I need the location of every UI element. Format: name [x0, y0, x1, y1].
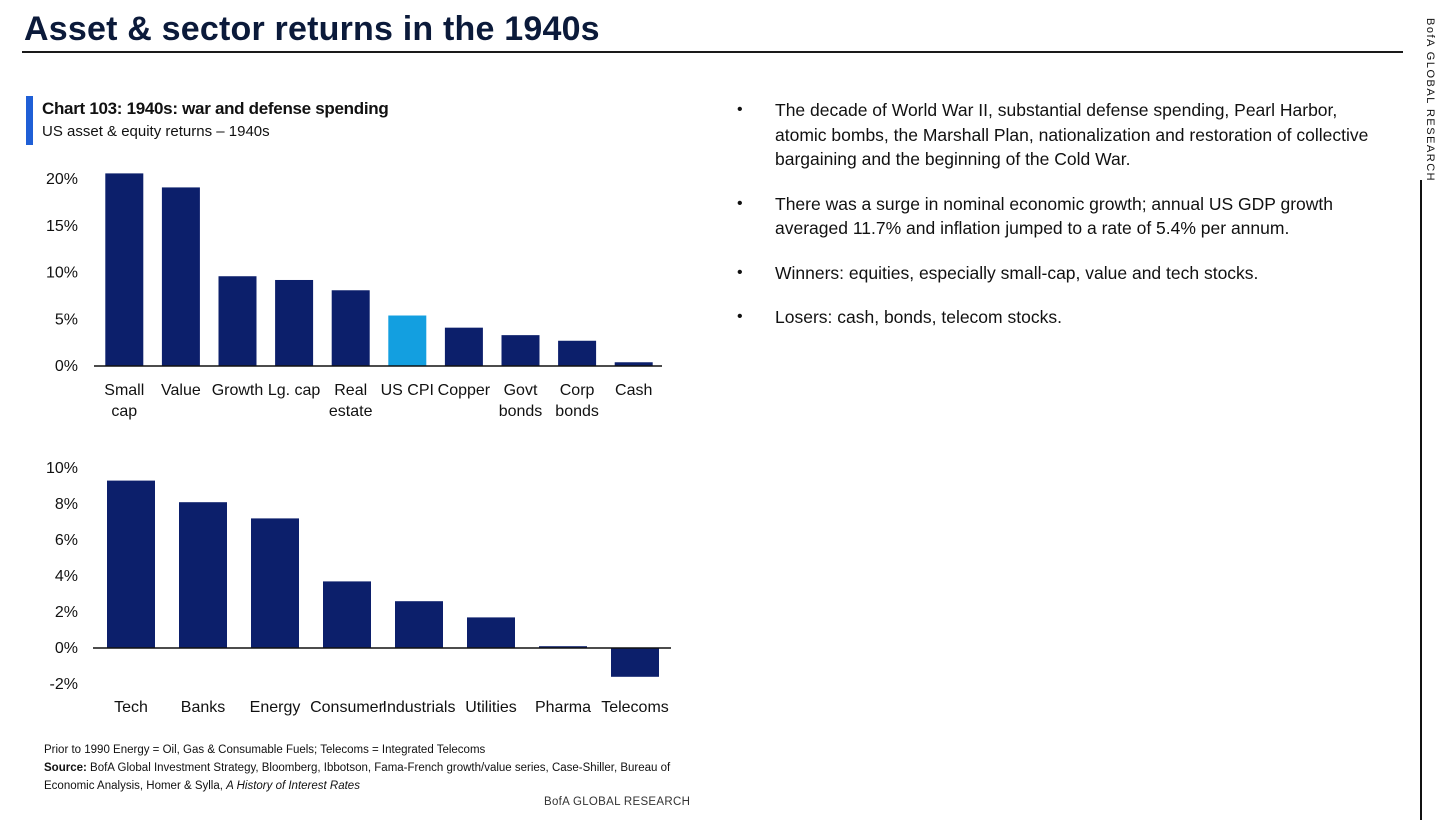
bullet-text: There was a surge in nominal economic gr… — [775, 193, 1334, 239]
bar — [539, 646, 587, 648]
chart-footer: Prior to 1990 Energy = Oil, Gas & Consum… — [44, 741, 684, 795]
x-category-label: Small cap — [104, 382, 144, 420]
bullet-text: Losers: cash, bonds, telecom stocks. — [775, 307, 1062, 327]
page-title: Asset & sector returns in the 1940s — [24, 10, 600, 48]
x-category-label: Tech — [114, 699, 148, 716]
x-category-label: Real estate — [329, 382, 373, 420]
y-tick-label: 2% — [55, 604, 78, 621]
source-italic: A History of Interest Rates — [226, 780, 360, 792]
y-tick-label: -2% — [50, 676, 78, 693]
x-category-line: Lg. cap — [268, 382, 321, 399]
bullet-dot: • — [737, 101, 743, 118]
x-category-label: Utilities — [465, 699, 517, 716]
bar — [388, 315, 427, 366]
bar — [218, 276, 257, 366]
x-category-label: Corp bonds — [555, 382, 599, 420]
y-tick-label: 20% — [46, 171, 78, 188]
sector-returns-chart: -2% 0% 2% 4% 6% 8% 10% Tech Banks Energy ConsumerI… — [46, 460, 671, 716]
x-category-line: bonds — [555, 403, 599, 420]
bar — [107, 480, 155, 648]
chart-accent-bar — [26, 96, 33, 145]
x-category-label: Industrials — [383, 699, 456, 716]
x-category-line: Cash — [615, 382, 652, 399]
x-category-label: Energy — [250, 699, 301, 716]
x-category-label: Copper — [438, 382, 491, 399]
x-category-label: Pharma — [535, 699, 591, 716]
footer-brand: BofA GLOBAL RESEARCH — [544, 796, 691, 808]
bullet-item: • There was a surge in nominal economic … — [735, 192, 1375, 241]
x-category-label: US CPI — [381, 382, 434, 399]
y-tick-label: 0% — [55, 640, 78, 657]
x-category-label: Growth — [212, 382, 264, 399]
side-rule — [1420, 180, 1422, 820]
bar — [275, 279, 314, 366]
x-category-line: Banks — [181, 699, 225, 716]
side-brand: BofA GLOBAL RESEARCH — [1424, 18, 1436, 183]
x-category-line: Telecoms — [601, 699, 669, 716]
footer-source: Source: BofA Global Investment Strategy,… — [44, 759, 684, 795]
bar — [501, 335, 540, 366]
x-category-line: Value — [161, 382, 201, 399]
x-category-line: Consumer — [310, 699, 384, 716]
x-category-label: Telecoms — [601, 699, 669, 716]
x-category-label: Consumer — [310, 699, 384, 716]
bar — [614, 362, 653, 366]
bullet-dot: • — [737, 194, 743, 212]
x-category-line: Copper — [438, 382, 491, 399]
bar — [444, 327, 483, 366]
footer-note: Prior to 1990 Energy = Oil, Gas & Consum… — [44, 744, 486, 756]
bullet-item: • The decade of World War II, substantia… — [735, 98, 1375, 172]
bar — [323, 581, 371, 648]
x-category-line: Utilities — [465, 699, 517, 716]
commentary-bullets: • The decade of World War II, substantia… — [735, 98, 1375, 350]
asset-returns-chart: 0% 5% 10% 15% 20% Small cap Value Growth Lg. cap R… — [46, 171, 662, 420]
x-category-label: Lg. cap — [268, 382, 321, 399]
bullet-text: Winners: equities, especially small-cap,… — [775, 262, 1259, 283]
x-category-line: Tech — [114, 699, 148, 716]
x-category-line: bonds — [499, 403, 543, 420]
x-category-line: Govt — [504, 382, 538, 399]
x-category-label: Value — [161, 382, 201, 399]
y-tick-label: 10% — [46, 265, 78, 282]
bar — [105, 173, 144, 366]
bar — [611, 648, 659, 677]
x-category-line: Energy — [250, 699, 301, 716]
y-tick-label: 10% — [46, 460, 78, 477]
x-category-line: Industrials — [383, 699, 456, 716]
bar — [331, 290, 370, 366]
x-category-line: US CPI — [381, 382, 434, 399]
bar — [179, 502, 227, 648]
x-category-label: Cash — [615, 382, 652, 399]
chart-subtitle: US asset & equity returns – 1940s — [42, 123, 270, 140]
y-tick-label: 5% — [55, 311, 78, 328]
bullet-item: • Losers: cash, bonds, telecom stocks. — [735, 305, 1375, 330]
y-tick-label: 4% — [55, 568, 78, 585]
bar — [558, 340, 597, 366]
bar — [467, 617, 515, 648]
x-category-line: Pharma — [535, 699, 591, 716]
source-label: Source: — [44, 762, 87, 774]
bullet-dot: • — [737, 308, 743, 325]
bullet-dot: • — [737, 263, 743, 281]
x-category-line: estate — [329, 403, 373, 420]
x-category-line: Small — [104, 382, 144, 399]
y-tick-label: 0% — [55, 358, 78, 375]
x-category-line: Corp — [560, 382, 595, 399]
x-category-label: Banks — [181, 699, 225, 716]
x-category-line: cap — [111, 403, 137, 420]
source-text: BofA Global Investment Strategy, Bloombe… — [44, 762, 671, 792]
x-category-line: Real — [334, 382, 367, 399]
y-tick-label: 8% — [55, 496, 78, 513]
y-tick-label: 15% — [46, 218, 78, 235]
bar — [161, 187, 200, 366]
bullet-text: The decade of World War II, substantial … — [775, 100, 1369, 169]
title-rule — [22, 51, 1403, 53]
x-category-line: Growth — [212, 382, 264, 399]
bar — [251, 518, 299, 648]
bar — [395, 601, 443, 648]
bullet-item: • Winners: equities, especially small-ca… — [735, 261, 1375, 286]
x-category-label: Govt bonds — [499, 382, 543, 420]
chart-title: Chart 103: 1940s: war and defense spendi… — [42, 99, 389, 118]
y-tick-label: 6% — [55, 532, 78, 549]
